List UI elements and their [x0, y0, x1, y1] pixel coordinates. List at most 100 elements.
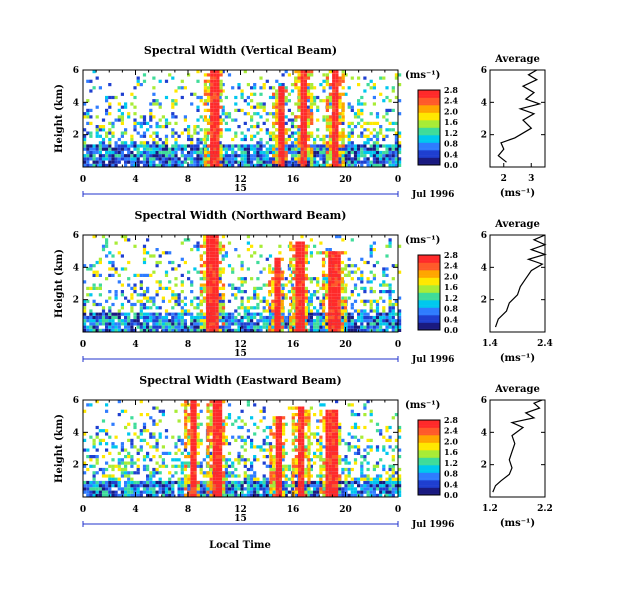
heatmap-cell [268, 150, 273, 155]
heatmap-cell [187, 144, 191, 148]
heatmap-cell [199, 442, 203, 446]
heatmap-cell [394, 312, 398, 316]
heatmap-band-cell [289, 322, 293, 326]
heatmap-band-cell [335, 144, 339, 148]
heatmap-cell [360, 95, 364, 100]
heatmap-band-cell [338, 83, 342, 87]
heatmap-cell [180, 131, 184, 135]
heatmap-band-cell [213, 89, 217, 93]
heatmap-cell [366, 299, 370, 303]
heatmap-band-cell [199, 264, 203, 268]
heatmap-cell [196, 328, 200, 332]
heatmap-cell [218, 319, 222, 323]
heatmap-band-cell [295, 312, 299, 316]
heatmap-band-cell [215, 286, 219, 290]
heatmap-band-cell [295, 257, 299, 261]
heatmap-cell [95, 493, 99, 497]
heatmap-cell [89, 458, 93, 462]
heatmap-cell [105, 325, 109, 329]
heatmap-band-cell [295, 283, 299, 287]
heatmap-band-cell [294, 157, 298, 161]
heatmap-cell [105, 432, 109, 436]
heatmap-band-cell [284, 95, 288, 100]
heatmap-band-cell [310, 92, 314, 96]
heatmap-cell [259, 137, 263, 142]
heatmap-cell [168, 471, 172, 475]
heatmap-cell [209, 490, 213, 494]
heatmap-cell [256, 157, 260, 161]
heatmap-band-cell [271, 322, 275, 326]
heatmap-cell [89, 79, 93, 83]
heatmap-cell [101, 315, 106, 320]
heatmap-band-cell [337, 267, 341, 271]
heatmap-band-cell [338, 95, 342, 100]
heatmap-cell [240, 302, 244, 307]
heatmap-cell [127, 150, 131, 155]
heatmap-cell [319, 150, 323, 155]
heatmap-band-cell [303, 86, 307, 90]
heatmap-cell [357, 309, 361, 313]
heatmap-cell [105, 150, 109, 155]
heatmap-band-cell [218, 328, 222, 332]
heatmap-cell [306, 260, 310, 265]
heatmap-cell [95, 322, 99, 326]
heatmap-cell [237, 154, 241, 158]
heatmap-cell [95, 435, 99, 439]
heatmap-band-cell [295, 273, 299, 277]
heatmap-cell [363, 309, 367, 313]
heatmap-cell [139, 448, 143, 452]
heatmap-cell [168, 286, 172, 290]
heatmap-cell [92, 487, 96, 491]
heatmap-cell [89, 108, 93, 112]
heatmap-cell [294, 474, 298, 478]
heatmap-cell [187, 487, 191, 491]
heatmap-band-cell [334, 254, 338, 258]
heatmap-band-cell [268, 290, 272, 294]
heatmap-band-cell [281, 125, 285, 129]
heatmap-band-cell [206, 328, 210, 332]
heatmap-cell [369, 144, 373, 148]
heatmap-band-cell [338, 118, 342, 122]
heatmap-cell [375, 147, 380, 151]
heatmap-cell [83, 154, 87, 158]
heatmap-cell [120, 467, 124, 472]
heatmap-band-cell [203, 89, 207, 93]
heatmap-band-cell [203, 260, 207, 265]
heatmap-cell [124, 319, 128, 323]
heatmap-cell [388, 160, 392, 164]
heatmap-band-cell [218, 244, 222, 248]
heatmap-cell [284, 115, 288, 119]
heatmap-cell [237, 254, 241, 258]
heatmap-band-cell [295, 325, 299, 329]
heatmap-cell [161, 480, 165, 485]
heatmap-cell [234, 328, 238, 332]
heatmap-cell [360, 134, 364, 138]
heatmap-cell [105, 474, 109, 478]
heatmap-band-cell [303, 92, 307, 96]
heatmap-cell [338, 235, 342, 239]
heatmap-cell [347, 487, 351, 491]
heatmap-band-cell [337, 270, 341, 274]
heatmap-cell [152, 315, 156, 320]
heatmap-cell [309, 464, 313, 468]
heatmap-cell [124, 325, 128, 329]
heatmap-band-cell [209, 257, 213, 261]
heatmap-band-cell [341, 150, 345, 155]
heatmap-band-cell [301, 322, 305, 326]
heatmap-cell [369, 131, 373, 135]
heatmap-cell [256, 286, 260, 290]
heatmap-cell [398, 319, 402, 323]
heatmap-band-cell [335, 121, 339, 125]
heatmap-cell [290, 147, 295, 151]
heatmap-cell [363, 403, 367, 407]
heatmap-cell [388, 319, 392, 323]
heatmap-band-cell [335, 137, 339, 142]
heatmap-band-cell [281, 86, 285, 90]
heatmap-cell [240, 160, 244, 164]
heatmap-cell [133, 105, 137, 109]
heatmap-cell [221, 108, 225, 112]
heatmap-cell [313, 484, 317, 488]
heatmap-band-cell [300, 79, 304, 83]
heatmap-band-cell [212, 254, 216, 258]
heatmap-band-cell [335, 89, 339, 93]
